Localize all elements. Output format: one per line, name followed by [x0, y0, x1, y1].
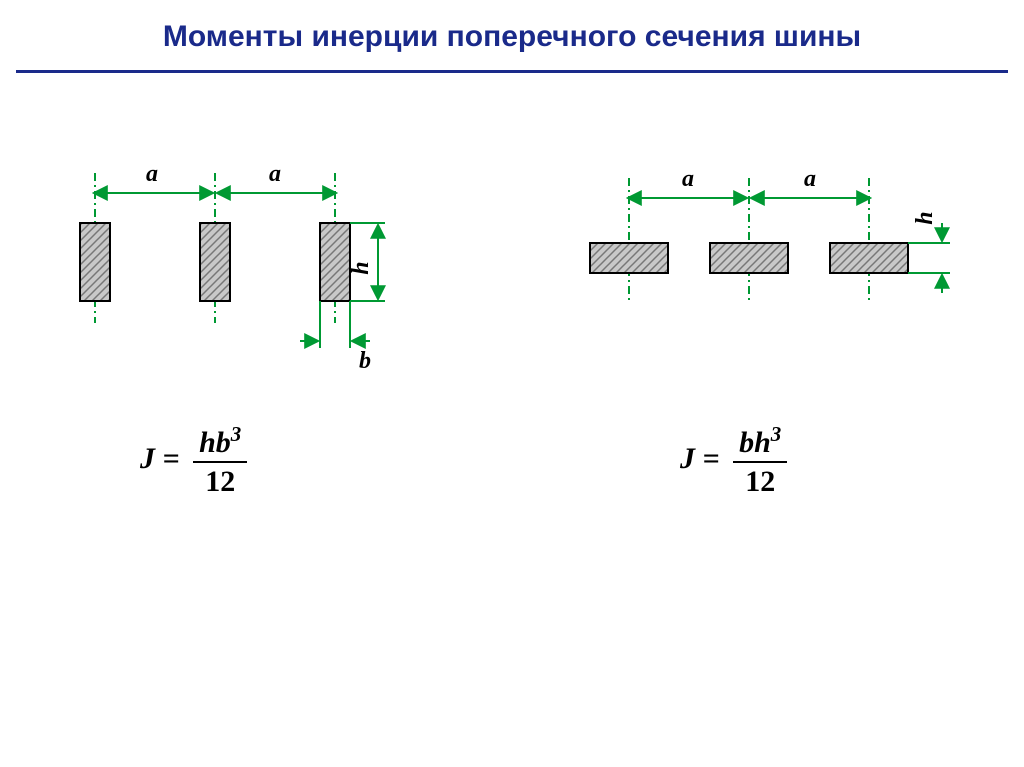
formula-num-base-r: bh [739, 426, 771, 459]
dim-label-a2: a [269, 161, 281, 187]
formula-left: J = hb3 12 [140, 423, 247, 499]
dim-label-a2r: a [804, 166, 816, 192]
diagram-right: a a h [560, 153, 980, 353]
formula-lhs: J = [140, 441, 180, 474]
formula-den: 12 [193, 463, 247, 499]
formula-num-exp: 3 [231, 422, 242, 446]
formula-den-r: 12 [733, 463, 787, 499]
formula-lhs-r: J = [680, 441, 720, 474]
formula-num-exp-r: 3 [771, 422, 782, 446]
formula-num-base: hb [199, 426, 231, 459]
dim-label-b: b [359, 348, 371, 373]
diagram-canvas: a a h b [0, 73, 1024, 673]
page-title: Моменты инерции поперечного сечения шины [0, 0, 1024, 70]
diagram-left: a a h b [50, 143, 410, 373]
dim-label-h: h [348, 261, 374, 274]
dim-label-a1r: a [682, 166, 694, 192]
dim-label-hr: h [912, 211, 938, 224]
dim-label-a1: a [146, 161, 158, 187]
formula-right: J = bh3 12 [680, 423, 787, 499]
